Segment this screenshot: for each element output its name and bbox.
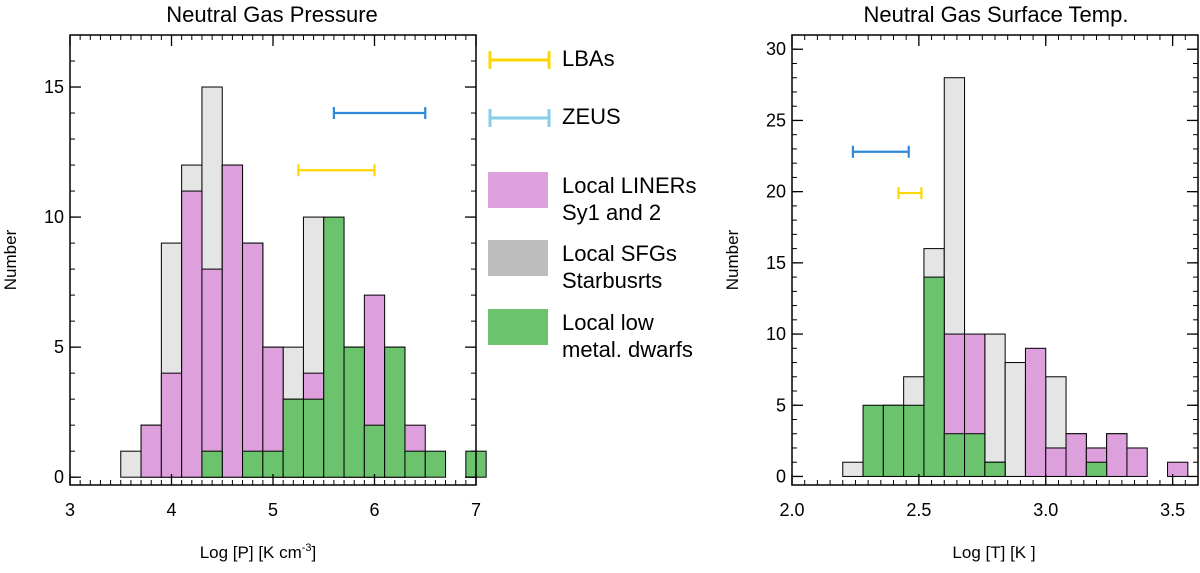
temperature-x-tick-label: 3.0 [1033, 500, 1058, 520]
pressure-x-tick-label: 7 [471, 500, 481, 520]
temperature-x-tick-label: 2.5 [906, 500, 931, 520]
temperature-bar-sfgs [1004, 362, 1026, 477]
temperature-x-tick-label: 2.0 [779, 500, 804, 520]
temperature-y-tick-label: 30 [766, 39, 786, 59]
temperature-y-tick-label: 0 [776, 466, 786, 486]
pressure-bar-dwarfs [262, 450, 284, 478]
pressure-bar-liners [181, 190, 203, 478]
legend-label-sfgs-line1: Local SFGs [562, 241, 677, 266]
temperature-bar-dwarfs [882, 404, 905, 477]
pressure-bar-dwarfs [323, 216, 345, 478]
temperature-y-tick-label: 10 [766, 324, 786, 344]
legend-item-zeus: ZEUS [488, 104, 621, 129]
legend: LBAs ZEUS Local LINERs Sy1 and 2 Local S… [488, 46, 697, 362]
legend-swatch-lbas [488, 51, 551, 69]
pressure-bar-liners [140, 424, 162, 478]
pressure-x-tick-label: 4 [166, 500, 176, 520]
pressure-y-tick-label: 15 [44, 77, 64, 97]
pressure-y-tick-label: 10 [44, 207, 64, 227]
temperature-x-tick-label: 3.5 [1160, 500, 1185, 520]
legend-label-dwarfs-line1: Local low [562, 310, 654, 335]
pressure-range-zeus [332, 107, 427, 120]
temperature-y-tick-label: 15 [766, 253, 786, 273]
pressure-bar-dwarfs [404, 450, 426, 478]
temperature-bar-liners [1024, 347, 1047, 477]
temperature-y-tick-label: 25 [766, 110, 786, 130]
pressure-x-tick-label: 3 [65, 500, 75, 520]
pressure-x-tick-label: 5 [268, 500, 278, 520]
pressure-bar-dwarfs [363, 424, 386, 478]
pressure-bar-liners [221, 164, 244, 478]
pressure-bar-liners [201, 268, 223, 478]
pressure-bar-sfgs [120, 450, 142, 478]
pressure-bar-dwarfs [282, 398, 304, 478]
temperature-chart-title: Neutral Gas Surface Temp. [864, 2, 1129, 27]
temperature-y-tick-label: 5 [776, 395, 786, 415]
legend-swatch-sfgs [488, 240, 548, 276]
legend-label-liners-line2: Sy1 and 2 [562, 200, 661, 225]
temperature-bar-dwarfs [862, 404, 884, 477]
pressure-bar-liners [160, 372, 183, 478]
temperature-bar-dwarfs [943, 433, 966, 477]
pressure-bar-dwarfs [384, 346, 406, 478]
pressure-bar-dwarfs [302, 398, 325, 478]
temperature-bar-dwarfs [923, 276, 945, 477]
pressure-bar-liners [242, 242, 264, 478]
temperature-histogram-panel: Neutral Gas Surface Temp. 2.0 2.5 3.0 3.5 0 5… [723, 2, 1199, 562]
temperature-range-zeus [851, 145, 910, 158]
pressure-bar-dwarfs [343, 346, 365, 478]
legend-item-liners: Local LINERs Sy1 and 2 [488, 172, 697, 225]
temperature-bar-liners [1106, 433, 1128, 477]
legend-swatch-liners [488, 172, 548, 208]
pressure-range-lbas [297, 164, 376, 177]
pressure-y-axis-label: Number [1, 229, 20, 290]
pressure-x-axis-label: Log [P] [K cm-3] [200, 542, 317, 562]
pressure-bar-dwarfs [201, 450, 223, 478]
legend-label-lbas: LBAs [562, 46, 615, 71]
legend-item-lbas: LBAs [488, 46, 615, 71]
pressure-y-tick-label: 5 [54, 337, 64, 357]
legend-label-zeus: ZEUS [562, 104, 621, 129]
temperature-x-axis-label: Log [T] [K ] [952, 543, 1035, 562]
temperature-bar-liners [1167, 461, 1189, 477]
temperature-bar-dwarfs [1085, 461, 1108, 477]
legend-label-sfgs-line2: Starbusrts [562, 268, 662, 293]
legend-item-dwarfs: Local low metal. dwarfs [488, 309, 693, 362]
pressure-y-tick-label: 0 [54, 467, 64, 487]
legend-swatch-dwarfs [488, 309, 548, 345]
legend-label-dwarfs-line2: metal. dwarfs [562, 337, 693, 362]
temperature-bar-liners [1065, 433, 1087, 477]
temperature-bar-sfgs [842, 461, 864, 477]
temperature-y-tick-label: 20 [766, 182, 786, 202]
temperature-y-axis-label: Number [723, 229, 742, 290]
temperature-bar-sfgs [984, 333, 1006, 477]
temperature-bar-liners [1126, 447, 1148, 477]
pressure-bar-dwarfs [424, 450, 447, 478]
pressure-bar-dwarfs [242, 450, 264, 478]
legend-item-sfgs: Local SFGs Starbusrts [488, 240, 677, 293]
temperature-bar-liners [1045, 447, 1067, 477]
legend-swatch-zeus [488, 109, 551, 127]
temperature-bar-dwarfs [984, 461, 1006, 477]
legend-label-liners-line1: Local LINERs [562, 173, 697, 198]
temperature-bar-dwarfs [964, 433, 986, 477]
temperature-bar-dwarfs [903, 404, 925, 477]
pressure-x-tick-label: 6 [369, 500, 379, 520]
pressure-chart-title: Neutral Gas Pressure [166, 2, 378, 27]
temperature-range-lbas [897, 187, 923, 200]
